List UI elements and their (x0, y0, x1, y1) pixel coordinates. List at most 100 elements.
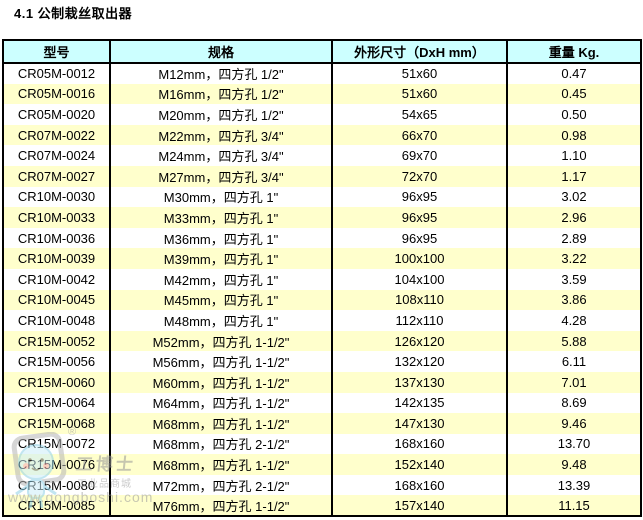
table-row: CR15M-0060 M60mm，四方孔 1-1/2" 137x130 7.01 (2, 371, 642, 393)
table-cell: M42mm，四方孔 1" (109, 268, 333, 290)
table-cell: CR10M-0045 (2, 289, 111, 311)
table-row: CR15M-0068 M68mm，四方孔 1-1/2" 147x130 9.46 (2, 413, 642, 434)
table-cell: 3.86 (506, 289, 642, 311)
table-cell: CR15M-0064 (2, 392, 111, 414)
table-cell: 4.28 (506, 310, 642, 331)
table-cell: CR15M-0076 (2, 454, 111, 475)
table-cell: 69x70 (331, 145, 508, 166)
table-cell: M72mm，四方孔 2-1/2" (109, 474, 333, 496)
table-cell: CR10M-0048 (2, 310, 111, 331)
table-cell: 9.48 (506, 454, 642, 475)
table-cell: 2.96 (506, 207, 642, 228)
table-cell: CR07M-0022 (2, 124, 111, 146)
table-cell: M30mm，四方孔 1" (109, 186, 333, 208)
table-cell: M12mm，四方孔 1/2" (109, 63, 333, 84)
table-row: CR10M-0033 M33mm，四方孔 1" 96x95 2.96 (2, 207, 642, 228)
table-row: CR10M-0042 M42mm，四方孔 1" 104x100 3.59 (2, 268, 642, 290)
table-cell: CR10M-0042 (2, 268, 111, 290)
table-cell: M39mm，四方孔 1" (109, 248, 333, 269)
table-cell: 168x160 (331, 433, 508, 455)
table-cell: 2.89 (506, 227, 642, 249)
table-row: CR15M-0056 M56mm，四方孔 1-1/2" 132x120 6.11 (2, 351, 642, 372)
table-cell: CR10M-0033 (2, 207, 111, 228)
table-row: CR05M-0012 M12mm，四方孔 1/2" 51x60 0.47 (2, 63, 642, 84)
table-cell: 147x130 (331, 413, 508, 434)
table-cell: 0.50 (506, 104, 642, 125)
table-cell: 66x70 (331, 124, 508, 146)
table-cell: M45mm，四方孔 1" (109, 289, 333, 311)
table-row: CR05M-0016 M16mm，四方孔 1/2" 51x60 0.45 (2, 83, 642, 105)
table-row: CR10M-0045 M45mm，四方孔 1" 108x110 3.86 (2, 289, 642, 311)
table-cell: 72x70 (331, 165, 508, 187)
table-cell: CR15M-0052 (2, 330, 111, 352)
table-cell: M22mm，四方孔 3/4" (109, 124, 333, 146)
table-cell: 0.45 (506, 83, 642, 105)
table-cell: CR10M-0036 (2, 227, 111, 249)
table-cell: 96x95 (331, 227, 508, 249)
table-cell: 132x120 (331, 351, 508, 372)
table-cell: 3.02 (506, 186, 642, 208)
col-header-weight: 重量 Kg. (506, 39, 642, 64)
table-cell: 13.39 (506, 474, 642, 496)
table-row: CR15M-0080 M72mm，四方孔 2-1/2" 168x160 13.39 (2, 474, 642, 496)
table-cell: CR15M-0072 (2, 433, 111, 455)
table-cell: 0.98 (506, 124, 642, 146)
table-row: CR10M-0048 M48mm，四方孔 1" 112x110 4.28 (2, 310, 642, 331)
table-cell: 9.46 (506, 413, 642, 434)
table-cell: CR05M-0016 (2, 83, 111, 105)
table-cell: M48mm，四方孔 1" (109, 310, 333, 331)
table-body: CR05M-0012 M12mm，四方孔 1/2" 51x60 0.47 CR05M-0… (2, 63, 642, 517)
table-row: CR07M-0024 M24mm，四方孔 3/4" 69x70 1.10 (2, 145, 642, 166)
product-spec-table: 型号 规格 外形尺寸（DxH mm） 重量 Kg. CR05M-0012 M12m… (2, 39, 642, 518)
table-cell: 7.01 (506, 371, 642, 393)
table-cell: 104x100 (331, 268, 508, 290)
table-cell: CR07M-0024 (2, 145, 111, 166)
col-header-spec: 规格 (109, 39, 333, 64)
table-cell: M76mm，四方孔 1-1/2" (109, 495, 333, 517)
table-cell: 142x135 (331, 392, 508, 414)
table-cell: 3.59 (506, 268, 642, 290)
page-title: 4.1 公制栽丝取出器 (14, 6, 133, 21)
table-cell: M60mm，四方孔 1-1/2" (109, 371, 333, 393)
header-row: 型号 规格 外形尺寸（DxH mm） 重量 Kg. (2, 39, 642, 64)
col-header-model: 型号 (2, 39, 111, 64)
table-cell: CR10M-0030 (2, 186, 111, 208)
table-cell: M24mm，四方孔 3/4" (109, 145, 333, 166)
table-cell: M33mm，四方孔 1" (109, 207, 333, 228)
table-cell: CR15M-0085 (2, 495, 111, 517)
table-cell: 51x60 (331, 83, 508, 105)
table-cell: 51x60 (331, 63, 508, 84)
table-row: CR15M-0076 M68mm，四方孔 1-1/2" 152x140 9.48 (2, 454, 642, 475)
col-header-size: 外形尺寸（DxH mm） (331, 39, 508, 64)
table-row: CR10M-0030 M30mm，四方孔 1" 96x95 3.02 (2, 186, 642, 208)
table-cell: CR10M-0039 (2, 248, 111, 269)
table-cell: CR15M-0080 (2, 474, 111, 496)
table-cell: 13.70 (506, 433, 642, 455)
table-cell: CR15M-0068 (2, 413, 111, 434)
table-cell: 112x110 (331, 310, 508, 331)
table-cell: CR15M-0056 (2, 351, 111, 372)
table-row: CR15M-0064 M64mm，四方孔 1-1/2" 142x135 8.69 (2, 392, 642, 414)
table-cell: M52mm，四方孔 1-1/2" (109, 330, 333, 352)
table-cell: M64mm，四方孔 1-1/2" (109, 392, 333, 414)
table-cell: 96x95 (331, 186, 508, 208)
table-cell: M16mm，四方孔 1/2" (109, 83, 333, 105)
table-cell: M68mm，四方孔 1-1/2" (109, 413, 333, 434)
table-cell: M36mm，四方孔 1" (109, 227, 333, 249)
table-cell: 0.47 (506, 63, 642, 84)
table-cell: 168x160 (331, 474, 508, 496)
table-cell: M68mm，四方孔 2-1/2" (109, 433, 333, 455)
table-cell: 54x65 (331, 104, 508, 125)
table-cell: 108x110 (331, 289, 508, 311)
table-cell: 152x140 (331, 454, 508, 475)
table-cell: 5.88 (506, 330, 642, 352)
table-cell: 6.11 (506, 351, 642, 372)
table-cell: CR15M-0060 (2, 371, 111, 393)
table-row: CR07M-0027 M27mm，四方孔 3/4" 72x70 1.17 (2, 165, 642, 187)
table-cell: CR05M-0020 (2, 104, 111, 125)
table-cell: CR05M-0012 (2, 63, 111, 84)
table-cell: 96x95 (331, 207, 508, 228)
table-row: CR15M-0085 M76mm，四方孔 1-1/2" 157x140 11.15 (2, 495, 642, 517)
table-cell: 8.69 (506, 392, 642, 414)
table-row: CR05M-0020 M20mm，四方孔 1/2" 54x65 0.50 (2, 104, 642, 125)
